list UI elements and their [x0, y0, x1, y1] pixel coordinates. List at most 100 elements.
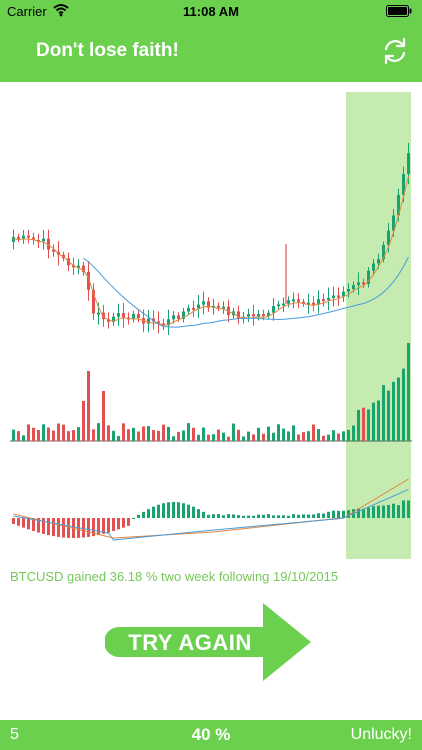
volume-bar: [227, 436, 230, 441]
candle-body: [252, 314, 255, 317]
volume-bar: [57, 423, 60, 441]
volume-bar: [357, 409, 360, 441]
candle-body: [87, 271, 90, 290]
candle-body: [27, 235, 30, 238]
volume-bar: [132, 427, 135, 441]
candle-body: [347, 289, 350, 292]
nav-bar: Don't lose faith!: [0, 22, 422, 82]
candle-body: [227, 306, 230, 316]
macd-bar: [217, 514, 220, 518]
volume-bar: [122, 423, 125, 441]
macd-bar: [232, 514, 235, 518]
volume-bar: [142, 426, 145, 441]
volume-bar: [262, 433, 265, 441]
clock: 11:08 AM: [183, 4, 239, 19]
candle-body: [17, 236, 20, 239]
macd-bar: [207, 514, 210, 518]
macd-bar: [132, 518, 135, 519]
volume-bar: [82, 401, 85, 441]
candle-body: [177, 315, 180, 319]
battery-icon: [386, 5, 412, 17]
candle-body: [392, 215, 395, 231]
macd-bar: [192, 506, 195, 518]
arrow-right-icon: [104, 603, 311, 681]
macd-bar: [12, 518, 15, 524]
refresh-icon[interactable]: [380, 36, 410, 66]
volume-bar: [402, 368, 405, 441]
candle-body: [132, 313, 135, 320]
candle-body: [202, 301, 205, 305]
macd-bar: [317, 513, 320, 518]
macd-bar: [197, 509, 200, 518]
wifi-icon: [53, 4, 69, 17]
macd-bar: [17, 518, 20, 526]
macd-bar: [122, 518, 125, 528]
result-caption: BTCUSD gained 36.18 % two week following…: [10, 569, 339, 584]
candle-body: [72, 265, 75, 268]
macd-bar: [362, 508, 365, 518]
volume-bar: [207, 434, 210, 441]
macd-bar: [282, 515, 285, 518]
macd-bar: [87, 518, 90, 537]
volume-bar: [387, 390, 390, 441]
volume-bar: [157, 430, 160, 441]
macd-bar: [287, 515, 290, 518]
candle-body: [92, 289, 95, 314]
candle-body: [117, 313, 120, 317]
volume-bar: [162, 424, 165, 441]
candle-body: [312, 302, 315, 305]
candle-body: [402, 173, 405, 195]
volume-bar: [87, 371, 90, 441]
macd-bar: [202, 511, 205, 518]
candle-body: [282, 303, 285, 306]
volume-bar: [212, 434, 215, 441]
volume-bar: [327, 434, 330, 441]
volume-bar: [67, 431, 70, 441]
macd-bar: [102, 518, 105, 534]
candle-body: [292, 299, 295, 302]
candle-body: [367, 270, 370, 284]
macd-bar: [112, 518, 115, 531]
candle-body: [162, 323, 165, 326]
candle-body: [322, 299, 325, 302]
macd-bar: [147, 509, 150, 518]
candle-body: [82, 265, 85, 272]
volume-bar: [22, 435, 25, 441]
candle-body: [187, 307, 190, 312]
candle-body: [352, 285, 355, 290]
volume-bar: [47, 427, 50, 441]
candle-body: [107, 319, 110, 322]
volume-bar: [52, 430, 55, 441]
volume-bar: [102, 391, 105, 441]
macd-bar: [32, 518, 35, 531]
macd-bar: [347, 510, 350, 518]
macd-bar: [182, 503, 185, 518]
macd-bar: [152, 506, 155, 518]
macd-bar: [302, 514, 305, 518]
volume-bar: [322, 435, 325, 441]
candle-body: [37, 239, 40, 242]
macd-bar: [247, 515, 250, 518]
candle-body: [42, 238, 45, 242]
volume-bar: [292, 425, 295, 441]
volume-bar: [257, 427, 260, 441]
candle-body: [277, 304, 280, 307]
macd-bar: [157, 504, 160, 518]
volume-bar: [337, 433, 340, 441]
highlight-band: [346, 92, 411, 559]
ma-slow-line: [83, 256, 409, 328]
volume-bar: [407, 343, 410, 441]
candle-body: [157, 321, 160, 324]
macd-bar: [177, 502, 180, 518]
volume-bar: [72, 430, 75, 441]
macd-bar: [402, 500, 405, 518]
volume-bar: [362, 407, 365, 441]
candle-body: [97, 312, 100, 315]
volume-bar: [312, 424, 315, 441]
candle-body: [182, 311, 185, 319]
volume-bar: [152, 429, 155, 441]
volume-bar: [117, 435, 120, 441]
candle-body: [47, 238, 50, 250]
macd-bar: [92, 518, 95, 537]
try-again-button[interactable]: TRY AGAIN: [104, 603, 315, 681]
